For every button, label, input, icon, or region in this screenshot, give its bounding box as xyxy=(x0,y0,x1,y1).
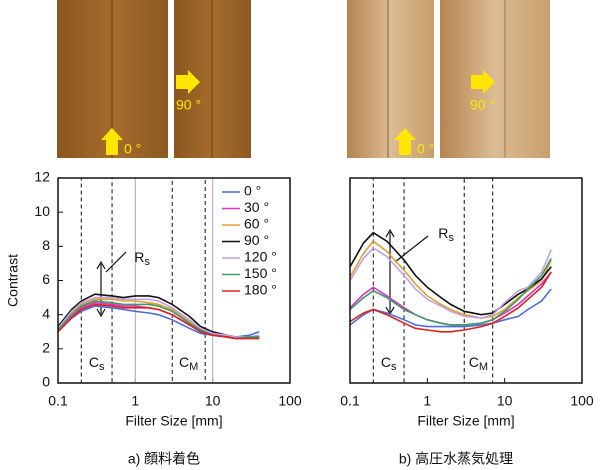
photos: 0 ° 90 ° 0 ° 90 ° xyxy=(57,0,550,158)
rs-leader xyxy=(394,235,429,263)
series-line xyxy=(349,246,552,319)
region-label-main: C xyxy=(179,354,189,370)
x-axis-label: Filter Size [mm] xyxy=(125,413,222,429)
region-box xyxy=(372,177,405,384)
arrow-up xyxy=(101,128,123,155)
arrow-up xyxy=(394,128,416,155)
x-tick-label: 100 xyxy=(278,393,302,409)
x-tick-label: 1 xyxy=(131,393,139,409)
series-line xyxy=(349,271,552,326)
photo-label: 90 ° xyxy=(176,97,201,113)
region-label: CM xyxy=(469,354,488,373)
y-tick-label: 4 xyxy=(42,305,50,321)
series-line xyxy=(57,305,260,338)
series-line xyxy=(349,271,552,333)
x-tick-label: 100 xyxy=(570,393,594,409)
region-box xyxy=(80,177,113,384)
rs-arrow-head xyxy=(96,260,106,318)
caption: b) 高圧水蒸気処理 xyxy=(399,451,513,467)
legend-label: 120 ° xyxy=(244,249,277,265)
series-line xyxy=(57,296,260,338)
y-tick-label: 0 xyxy=(42,374,50,390)
arrow-right xyxy=(176,70,200,94)
y-tick-label: 10 xyxy=(34,203,50,219)
y-tick-label: 12 xyxy=(34,169,50,185)
photo-label: 0 ° xyxy=(417,141,434,157)
series-line xyxy=(349,231,552,316)
legend-label: 30 ° xyxy=(244,199,269,215)
region-label-main: C xyxy=(381,354,391,370)
y-tick-label: 8 xyxy=(42,237,50,253)
photo-label: 0 ° xyxy=(124,141,141,157)
series-line xyxy=(349,257,552,326)
y-axis-label: Contrast xyxy=(5,254,21,307)
legend-label: 150 ° xyxy=(244,265,277,281)
x-tick-label: 1 xyxy=(423,393,431,409)
arrow-right xyxy=(471,70,495,94)
region-label-main: C xyxy=(89,354,99,370)
region-label-sub: M xyxy=(479,361,488,373)
region-label: Cs xyxy=(89,354,105,373)
series-line xyxy=(349,288,552,328)
region-box xyxy=(171,177,206,384)
region-label: CM xyxy=(179,354,198,373)
x-tick-label: 0.1 xyxy=(340,393,360,409)
legend-label: 180 ° xyxy=(244,282,277,298)
photo xyxy=(347,0,434,158)
rs-label: Rs xyxy=(134,249,150,268)
x-tick-label: 10 xyxy=(205,393,221,409)
photo xyxy=(440,0,550,158)
region-label-main: C xyxy=(469,354,479,370)
legend-label: 0 ° xyxy=(244,183,261,199)
legend-label: 60 ° xyxy=(244,216,269,232)
x-tick-label: 0.1 xyxy=(48,393,68,409)
y-tick-label: 2 xyxy=(42,340,50,356)
caption: a) 顔料着色 xyxy=(128,451,200,467)
rs-label-main: R xyxy=(134,249,144,265)
region-label-sub: s xyxy=(99,361,105,373)
legend-label: 90 ° xyxy=(244,232,269,248)
y-tick-label: 6 xyxy=(42,271,50,287)
rs-label: Rs xyxy=(438,225,454,244)
rs-label-sub: s xyxy=(144,256,150,268)
region-label-sub: s xyxy=(391,361,397,373)
series-line xyxy=(57,303,260,340)
plot-frame xyxy=(349,177,583,384)
region-label-sub: M xyxy=(189,361,198,373)
rs-leader xyxy=(105,251,127,273)
rs-label-main: R xyxy=(438,225,448,241)
photo-label: 90 ° xyxy=(470,97,495,113)
rs-label-sub: s xyxy=(448,232,454,244)
region-box xyxy=(463,177,494,384)
region-label: Cs xyxy=(381,354,397,373)
x-tick-label: 10 xyxy=(497,393,513,409)
plot-frame xyxy=(57,177,291,384)
x-axis-label: Filter Size [mm] xyxy=(417,413,514,429)
